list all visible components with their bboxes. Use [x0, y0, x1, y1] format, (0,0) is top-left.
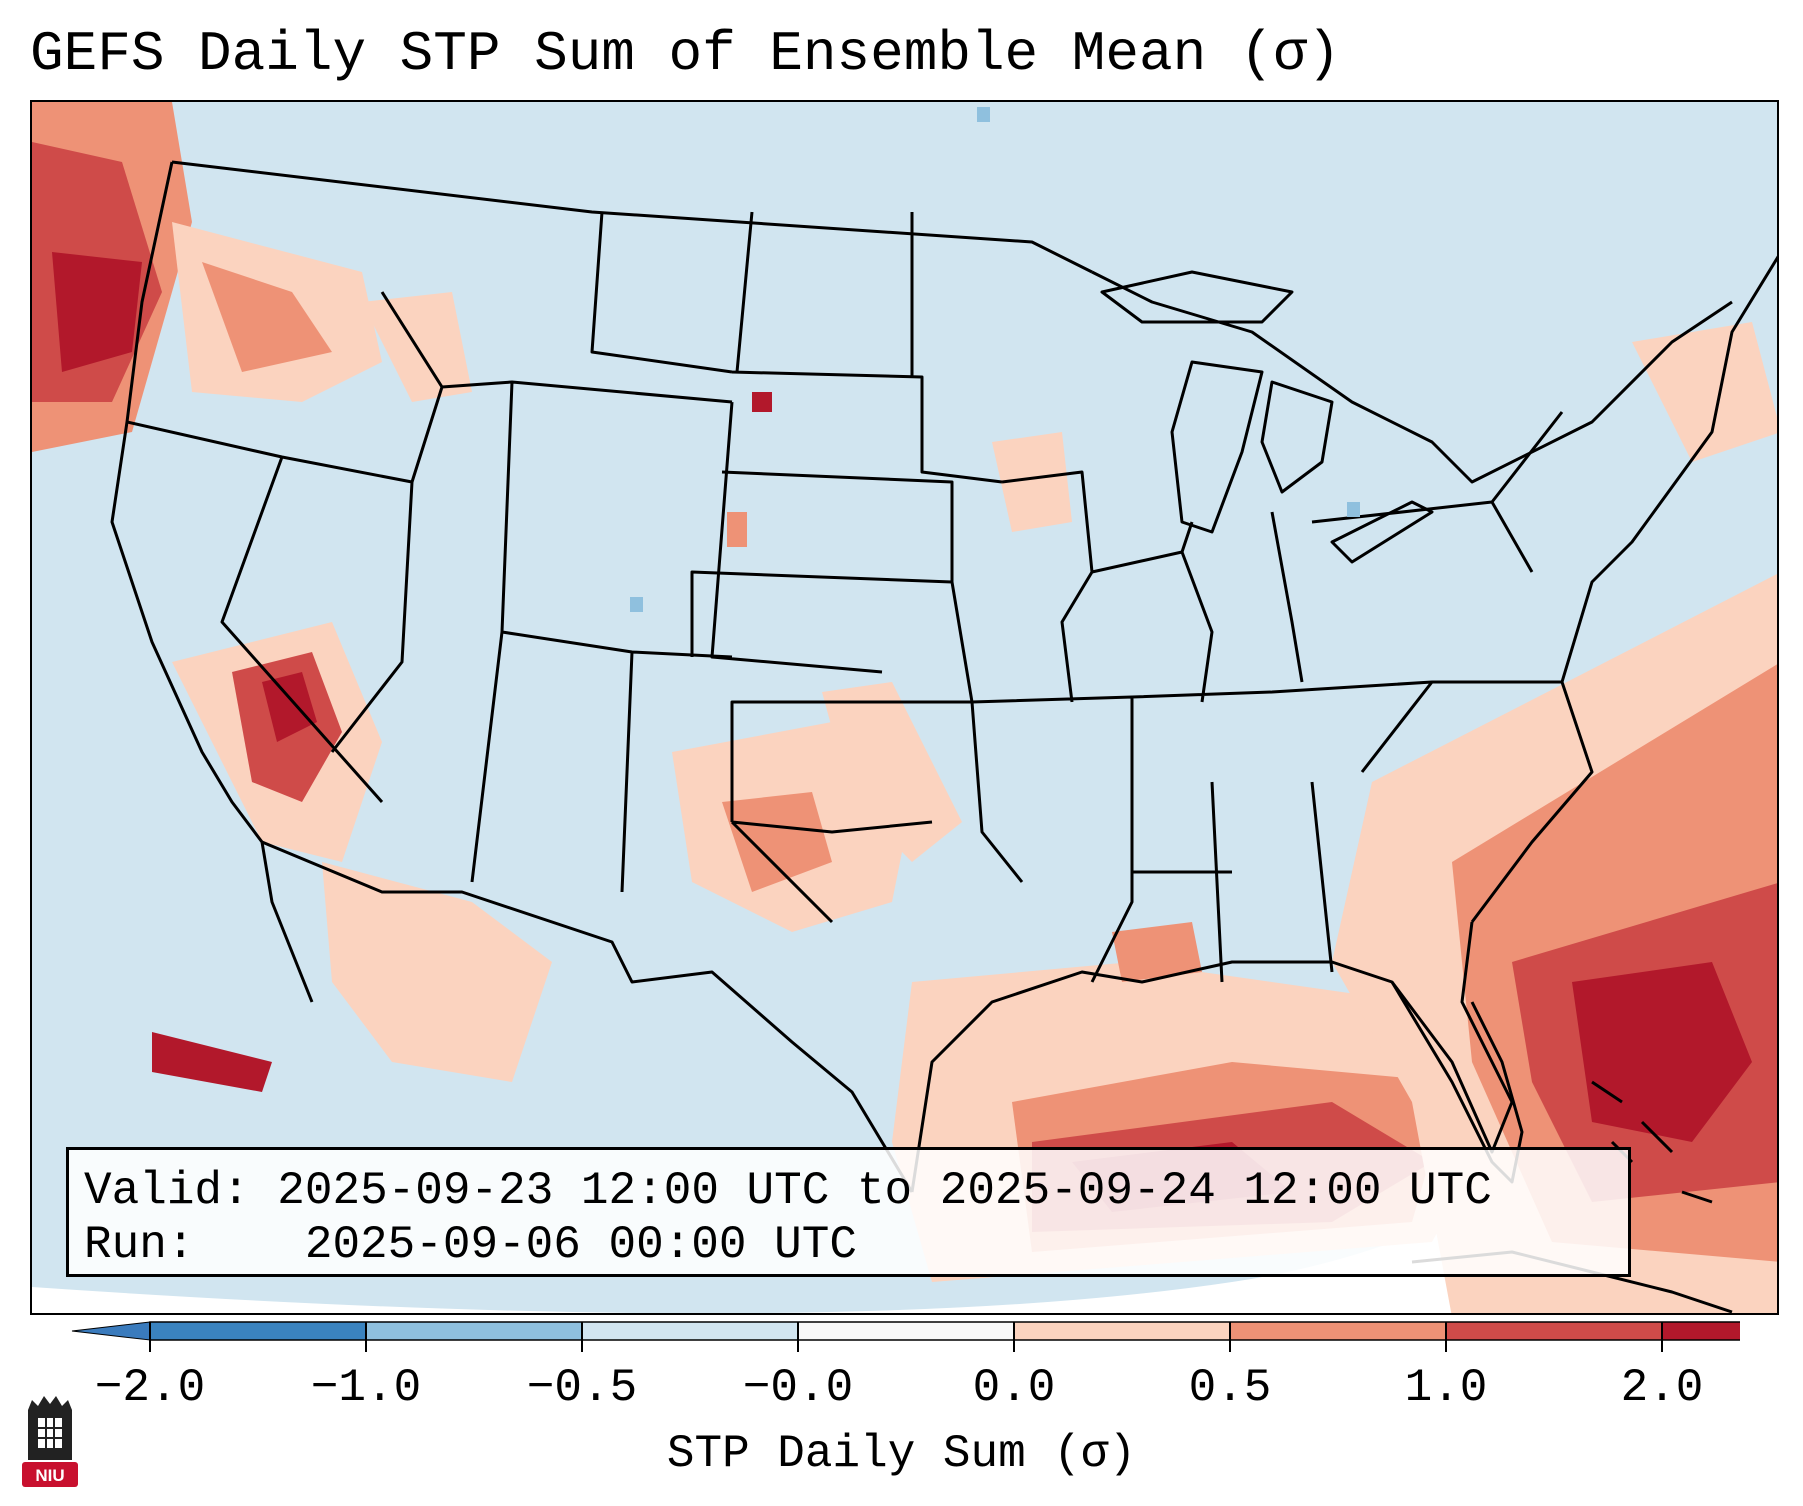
- canada-border: [171, 160, 1093, 274]
- colorbar-segment: [1230, 1322, 1446, 1340]
- shade-wa-mid: [202, 262, 332, 372]
- logo-text: NIU: [35, 1466, 64, 1485]
- shade-tx-mid: [722, 792, 832, 892]
- colorbar-segment: [1446, 1322, 1662, 1340]
- valid-run-info-box: Valid: 2025-09-23 12:00 UTC to 2025-09-2…: [66, 1147, 1631, 1277]
- lake-michigan: [1170, 360, 1264, 534]
- colorbar-tick-label: −0.5: [526, 1362, 638, 1414]
- colorbar-under-extend: [71, 1321, 151, 1341]
- colorbar-label: STP Daily Sum (σ): [666, 1428, 1137, 1480]
- colorbar-segment: [1662, 1322, 1740, 1340]
- colorbar-segment: [1014, 1322, 1230, 1340]
- colorbar-segments: [71, 1321, 1740, 1341]
- states-central: [690, 212, 1024, 924]
- colorbar-tick-label: −2.0: [94, 1362, 206, 1414]
- states-west: [126, 211, 1003, 893]
- logo-banner: [22, 1462, 78, 1487]
- run-row: Run: 2025-09-06 00:00 UTC: [84, 1218, 1614, 1272]
- negative-specks: [630, 107, 1360, 612]
- map-title: GEFS Daily STP Sum of Ensemble Mean (σ): [30, 22, 1341, 86]
- colorbar-segment: [150, 1322, 366, 1340]
- colorbar-tick-label: 2.0: [1620, 1362, 1704, 1414]
- colorbar-tick-label: 0.5: [1188, 1362, 1272, 1414]
- bahamas: [1591, 1080, 1713, 1204]
- great-lakes-border: [1091, 270, 1733, 484]
- niu-logo-icon: NIU: [22, 1396, 78, 1487]
- shade-la-spot: [1112, 922, 1202, 982]
- logo-window-grid: [38, 1418, 62, 1448]
- speck-colorado: [630, 597, 643, 612]
- colorbar-segment: [366, 1322, 582, 1340]
- run-label: Run:: [84, 1219, 195, 1271]
- shade-mexico-dark: [152, 1032, 272, 1092]
- colorbar-segment: [582, 1322, 798, 1340]
- shade-pnw-dark: [52, 252, 142, 372]
- shade-ne-light: [1632, 322, 1777, 462]
- shade-ia-spot: [992, 432, 1072, 532]
- colorbar: [71, 1321, 1740, 1352]
- valid-label: Valid:: [84, 1165, 250, 1217]
- colorbar-tick-label: −0.0: [742, 1362, 854, 1414]
- pacific-coast: [110, 161, 314, 1003]
- valid-row: Valid: 2025-09-23 12:00 UTC to 2025-09-2…: [84, 1164, 1614, 1218]
- colorbar-segment: [798, 1322, 1014, 1340]
- states-east: [971, 411, 1564, 983]
- shade-okla-light: [822, 682, 962, 862]
- speck-ontario: [977, 107, 990, 122]
- shade-sw-light: [322, 862, 552, 1082]
- lake-erie: [1330, 500, 1434, 564]
- speck-lake-erie: [1347, 502, 1360, 517]
- lake-huron: [1260, 380, 1334, 494]
- mexico-border: [261, 840, 914, 1193]
- map-panel: [30, 100, 1779, 1315]
- shade-ne-spot: [727, 512, 747, 547]
- map-canvas: [32, 102, 1777, 1313]
- atlantic-coast: [1470, 255, 1777, 923]
- colorbar-tick-label: 0.0: [972, 1362, 1056, 1414]
- shade-ca-dark: [262, 672, 317, 742]
- colorbar-ticks: [149, 1322, 1663, 1352]
- valid-value: 2025-09-23 12:00 UTC to 2025-09-24 12:00…: [277, 1165, 1492, 1217]
- colorbar-tick-label: 1.0: [1404, 1362, 1488, 1414]
- boundaries: [110, 160, 1777, 1313]
- logo-grid-lines: [38, 1418, 62, 1448]
- shade-sd-spot: [752, 392, 772, 412]
- run-value: 2025-09-06 00:00 UTC: [304, 1219, 857, 1271]
- lake-superior: [1100, 270, 1294, 324]
- colorbar-tick-label: −1.0: [310, 1362, 422, 1414]
